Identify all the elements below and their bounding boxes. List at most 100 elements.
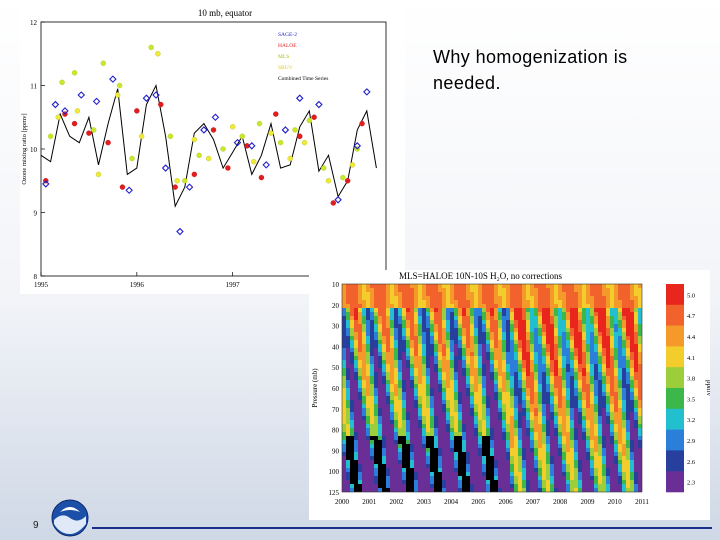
heatmap-cell <box>578 488 583 492</box>
heatmap-cell <box>354 324 359 329</box>
heatmap-cell <box>498 288 503 293</box>
heatmap-cell <box>418 476 423 481</box>
heatmap-cell <box>446 384 451 389</box>
heatmap-cell <box>490 332 495 337</box>
heatmap-cell <box>390 364 395 369</box>
heatmap-cell <box>442 292 447 297</box>
heatmap-cell <box>618 400 623 405</box>
heatmap-cell <box>366 352 371 357</box>
heatmap-cell <box>498 376 503 381</box>
heatmap-cell <box>494 308 499 313</box>
heatmap-cell <box>410 332 415 337</box>
heatmap-cell <box>414 480 419 485</box>
heatmap-cell <box>398 412 403 417</box>
heatmap-cell <box>386 392 391 397</box>
heatmap-cell <box>502 432 507 437</box>
heatmap-cell <box>530 284 535 289</box>
heatmap-cell <box>638 336 642 341</box>
heatmap-cell <box>514 484 519 489</box>
heatmap-cell <box>606 316 611 321</box>
heatmap-cell <box>474 440 479 445</box>
heatmap-cell <box>602 404 607 409</box>
heatmap-cell <box>526 480 531 485</box>
heatmap-cell <box>506 416 511 421</box>
heatmap-cell <box>478 364 483 369</box>
heatmap-cell <box>406 412 411 417</box>
heatmap-cell <box>454 436 459 441</box>
heatmap-cell <box>558 464 563 469</box>
heatmap-cell <box>542 360 547 365</box>
heatmap-cell <box>618 476 623 481</box>
heatmap-cell <box>542 332 547 337</box>
heatmap-cell <box>358 476 363 481</box>
heatmap-cell <box>554 404 559 409</box>
heatmap-cell <box>378 328 383 333</box>
heatmap-cell <box>574 296 579 301</box>
heatmap-cell <box>474 344 479 349</box>
heatmap-cell <box>474 284 479 289</box>
heatmap-cell <box>526 432 531 437</box>
heatmap-cell <box>394 428 399 433</box>
heatmap-cell <box>394 468 399 473</box>
heatmap-cell <box>506 484 511 489</box>
heatmap-cell <box>638 284 642 289</box>
heatmap-cell <box>622 468 627 473</box>
heatmap-cell <box>586 368 591 373</box>
heatmap-cell <box>382 396 387 401</box>
heatmap-cell <box>594 288 599 293</box>
heatmap-cell <box>458 448 463 453</box>
heatmap-cell <box>590 324 595 329</box>
heatmap-cell <box>382 484 387 489</box>
heatmap-cell <box>598 412 603 417</box>
heatmap-cell <box>534 352 539 357</box>
heatmap-cell <box>478 380 483 385</box>
heatmap-cell <box>578 352 583 357</box>
heatmap-cell <box>606 452 611 457</box>
heatmap-cell <box>442 472 447 477</box>
heatmap-cell <box>554 288 559 293</box>
heatmap-cell <box>582 428 587 433</box>
heatmap-cell <box>470 320 475 325</box>
heatmap-cell <box>410 488 415 492</box>
heatmap-cell <box>526 488 531 492</box>
heatmap-cell <box>538 472 543 477</box>
heatmap-cell <box>454 464 459 469</box>
heatmap-cell <box>438 448 443 453</box>
heatmap-cell <box>542 320 547 325</box>
heatmap-cell <box>430 480 435 485</box>
heatmap-cell <box>454 288 459 293</box>
heatmap-cell <box>466 452 471 457</box>
heatmap-cell <box>426 392 431 397</box>
heatmap-cell <box>374 312 379 317</box>
heatmap-cell <box>430 288 435 293</box>
heatmap-cell <box>410 316 415 321</box>
heatmap-cell <box>626 364 631 369</box>
heatmap-cell <box>366 320 371 325</box>
heatmap-cell <box>386 328 391 333</box>
heatmap-cell <box>550 380 555 385</box>
heatmap-cell <box>494 384 499 389</box>
heatmap-cell <box>594 300 599 305</box>
heatmap-cell <box>626 436 631 441</box>
heatmap-cell <box>510 288 515 293</box>
heatmap-cell <box>574 384 579 389</box>
heatmap-cell <box>406 476 411 481</box>
heatmap-cell <box>470 484 475 489</box>
heatmap-cell <box>542 288 547 293</box>
heatmap-cell <box>354 428 359 433</box>
heatmap-cell <box>390 464 395 469</box>
chart2-ytick-label: 40 <box>332 343 340 351</box>
heatmap-cell <box>446 412 451 417</box>
heatmap-cell <box>398 476 403 481</box>
heatmap-cell <box>466 436 471 441</box>
heatmap-cell <box>498 320 503 325</box>
heatmap-cell <box>466 404 471 409</box>
heatmap-cell <box>522 452 527 457</box>
heatmap-cell <box>606 356 611 361</box>
heatmap-cell <box>590 344 595 349</box>
heatmap-cell <box>546 332 551 337</box>
heatmap-cell <box>398 464 403 469</box>
heatmap-cell <box>494 408 499 413</box>
heatmap-cell <box>522 444 527 449</box>
heatmap-cell <box>446 292 451 297</box>
